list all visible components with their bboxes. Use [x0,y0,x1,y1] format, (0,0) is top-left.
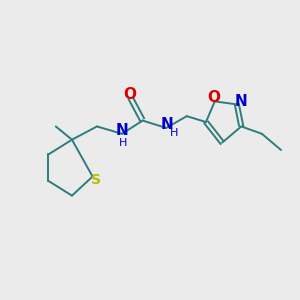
Text: N: N [116,123,128,138]
Text: O: O [207,90,220,105]
Text: H: H [170,128,178,138]
Text: S: S [91,173,101,187]
Text: N: N [235,94,248,109]
Text: H: H [119,138,128,148]
Text: O: O [123,87,136,102]
Text: N: N [160,117,173,132]
